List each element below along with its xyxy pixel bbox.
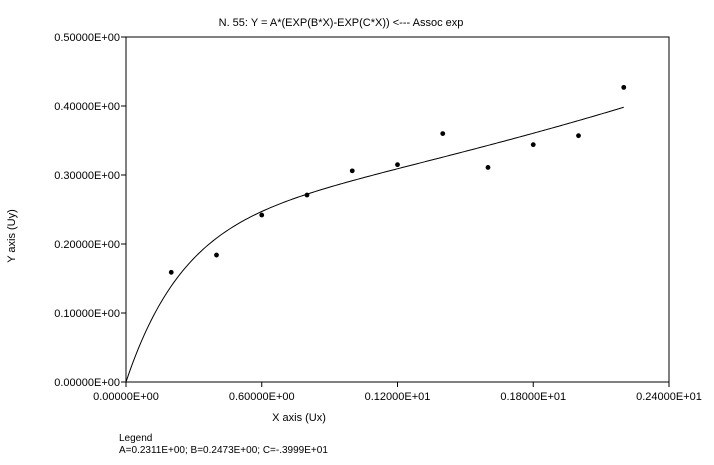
data-point — [621, 84, 627, 90]
data-point — [214, 252, 219, 258]
x-tick-label: 0.60000E+00 — [229, 391, 295, 403]
chart: N. 55: Y = A*(EXP(B*X)-EXP(C*X)) <--- As… — [6, 17, 702, 424]
y-tick-label: 0.20000E+00 — [54, 239, 120, 251]
y-tick-label: 0.00000E+00 — [54, 377, 120, 389]
x-tick-label: 0.18000E+01 — [500, 391, 566, 403]
plot-area: 0.00000E+00 0.10000E+00 0.20000E+00 0.30000… — [54, 32, 702, 403]
y-tick-label: 0.10000E+00 — [54, 308, 120, 320]
legend-parameters: A=0.2311E+00; B=0.2473E+00; C=-.3999E+01 — [119, 445, 328, 456]
data-points — [168, 84, 627, 275]
data-point — [259, 212, 265, 218]
data-point — [168, 269, 174, 275]
legend: Legend A=0.2311E+00; B=0.2473E+00; C=-.3… — [119, 433, 328, 457]
x-axis-label: X axis (Ux) — [272, 412, 326, 424]
y-axis: 0.00000E+00 0.10000E+00 0.20000E+00 0.30000… — [54, 32, 126, 389]
data-point — [576, 133, 581, 139]
data-point — [530, 142, 536, 148]
data-point — [304, 192, 310, 198]
x-tick-label: 0.00000E+00 — [93, 391, 159, 403]
x-tick-label: 0.12000E+01 — [365, 391, 431, 403]
data-point — [349, 168, 355, 174]
x-axis: 0.00000E+00 0.60000E+00 0.12000E+01 0.18000… — [93, 382, 702, 403]
chart-title: N. 55: Y = A*(EXP(B*X)-EXP(C*X)) <--- As… — [219, 17, 464, 29]
data-point — [440, 131, 446, 137]
y-tick-label: 0.50000E+00 — [54, 32, 120, 44]
y-axis-label: Y axis (Uy) — [6, 209, 18, 263]
fit-curve — [125, 106, 624, 383]
y-tick-label: 0.40000E+00 — [54, 101, 120, 113]
data-point — [395, 162, 400, 168]
plot-frame — [125, 36, 670, 383]
legend-title: Legend — [119, 433, 153, 444]
y-tick-label: 0.30000E+00 — [54, 170, 120, 182]
data-point — [485, 165, 491, 170]
x-tick-label: 0.24000E+01 — [636, 391, 702, 403]
